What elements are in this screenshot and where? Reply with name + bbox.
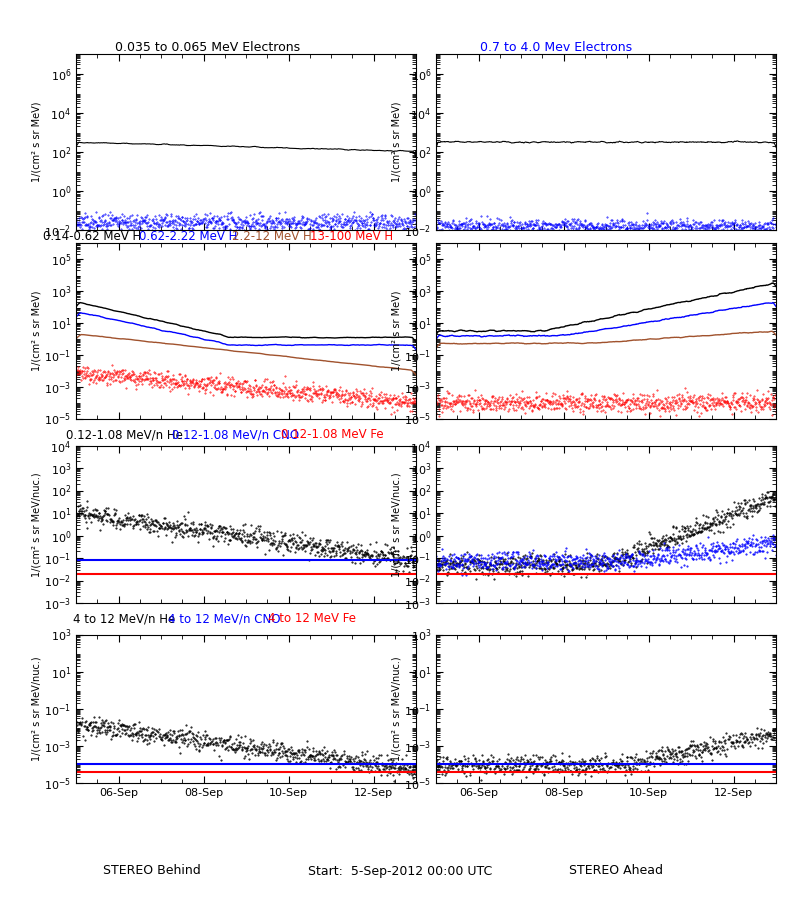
Text: 0.12-1.08 MeV Fe: 0.12-1.08 MeV Fe <box>281 428 383 441</box>
Text: 0.62-2.22 MeV H: 0.62-2.22 MeV H <box>139 230 237 243</box>
Text: 0.14-0.62 MeV H: 0.14-0.62 MeV H <box>43 230 141 243</box>
Text: 4 to 12 MeV/n CNO: 4 to 12 MeV/n CNO <box>168 613 280 626</box>
Text: 0.12-1.08 MeV/n CNO: 0.12-1.08 MeV/n CNO <box>173 428 299 441</box>
Y-axis label: 1/(cm² s sr MeV): 1/(cm² s sr MeV) <box>31 291 42 371</box>
Text: 4 to 12 MeV Fe: 4 to 12 MeV Fe <box>268 613 356 626</box>
Text: 0.7 to 4.0 Mev Electrons: 0.7 to 4.0 Mev Electrons <box>480 41 632 54</box>
Y-axis label: 1/(cm² s sr MeV): 1/(cm² s sr MeV) <box>391 102 402 182</box>
Text: 0.035 to 0.065 MeV Electrons: 0.035 to 0.065 MeV Electrons <box>115 41 301 54</box>
Text: 4 to 12 MeV/n He: 4 to 12 MeV/n He <box>73 613 175 626</box>
Text: 13-100 MeV H: 13-100 MeV H <box>310 230 394 243</box>
Y-axis label: 1/(cm² s sr MeV/nuc.): 1/(cm² s sr MeV/nuc.) <box>31 656 42 761</box>
Text: 2.2-12 MeV H: 2.2-12 MeV H <box>232 230 312 243</box>
Text: 0.12-1.08 MeV/n He: 0.12-1.08 MeV/n He <box>66 428 182 441</box>
Y-axis label: 1/(cm² s sr MeV): 1/(cm² s sr MeV) <box>391 291 402 371</box>
Text: STEREO Behind: STEREO Behind <box>103 865 201 878</box>
Text: Start:  5-Sep-2012 00:00 UTC: Start: 5-Sep-2012 00:00 UTC <box>308 865 492 878</box>
Text: STEREO Ahead: STEREO Ahead <box>569 865 663 878</box>
Y-axis label: 1/(cm² s sr MeV/nuc.): 1/(cm² s sr MeV/nuc.) <box>391 656 402 761</box>
Y-axis label: 1/(cm² s sr MeV/nuc.): 1/(cm² s sr MeV/nuc.) <box>391 472 402 577</box>
Y-axis label: 1/(cm² s sr MeV): 1/(cm² s sr MeV) <box>31 102 42 182</box>
Y-axis label: 1/(cm² s sr MeV/nuc.): 1/(cm² s sr MeV/nuc.) <box>31 472 42 577</box>
